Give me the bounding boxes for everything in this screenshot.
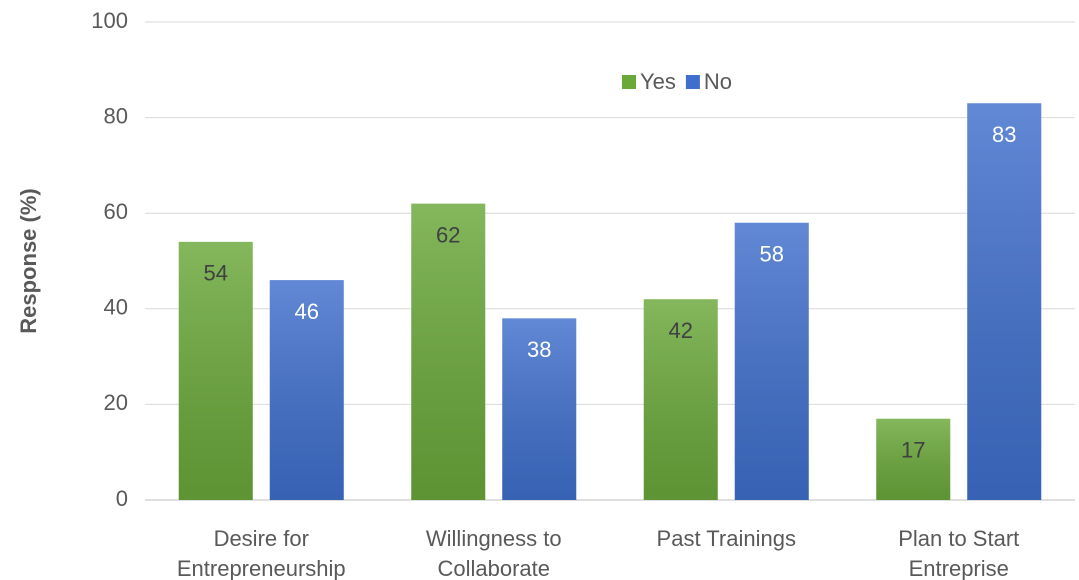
x-tick-label-line: Desire for: [214, 526, 309, 551]
x-tick-label: Past Trainings: [657, 526, 796, 551]
bar-shade: [967, 103, 1042, 500]
x-tick-label: Willingness to Collaborate: [426, 526, 562, 580]
y-tick-label: 60: [104, 199, 128, 224]
x-tick-label-line: Entrepreneurship: [177, 556, 346, 580]
y-tick-label: 20: [104, 390, 128, 415]
bar-shade: [411, 203, 486, 500]
legend-swatch: [622, 75, 636, 89]
value-label: 62: [436, 222, 460, 247]
x-tick-label-line: Past Trainings: [657, 526, 796, 551]
value-label: 46: [295, 299, 319, 324]
y-tick-label: 80: [104, 103, 128, 128]
legend-swatch: [685, 75, 700, 89]
value-label: 42: [669, 318, 693, 343]
y-tick-label: 0: [116, 486, 128, 511]
bar-shade: [643, 299, 718, 500]
value-label: 54: [204, 261, 228, 286]
value-label: 83: [992, 122, 1016, 147]
value-label: 58: [760, 242, 784, 267]
legend-label: Yes: [640, 69, 676, 94]
y-tick-label: 40: [104, 295, 128, 320]
x-tick-label: Plan to Start Entreprise: [898, 526, 1019, 580]
bar-shade: [269, 280, 344, 500]
x-tick-label-line: Collaborate: [437, 556, 550, 580]
value-label: 17: [901, 438, 925, 463]
x-tick-label-line: Entreprise: [909, 556, 1009, 580]
y-axis-title: Response (%): [16, 188, 41, 333]
value-label: 38: [527, 337, 551, 362]
x-tick-label: Desire for Entrepreneurship: [177, 526, 346, 580]
bar-shade: [876, 418, 951, 500]
bar-shade: [502, 318, 577, 500]
bar-shade: [178, 241, 253, 500]
bar-shade: [734, 222, 809, 500]
legend-label: No: [704, 69, 732, 94]
x-tick-label-line: Willingness to: [426, 526, 562, 551]
y-tick-label: 100: [91, 8, 128, 33]
x-tick-label-line: Plan to Start: [898, 526, 1019, 551]
